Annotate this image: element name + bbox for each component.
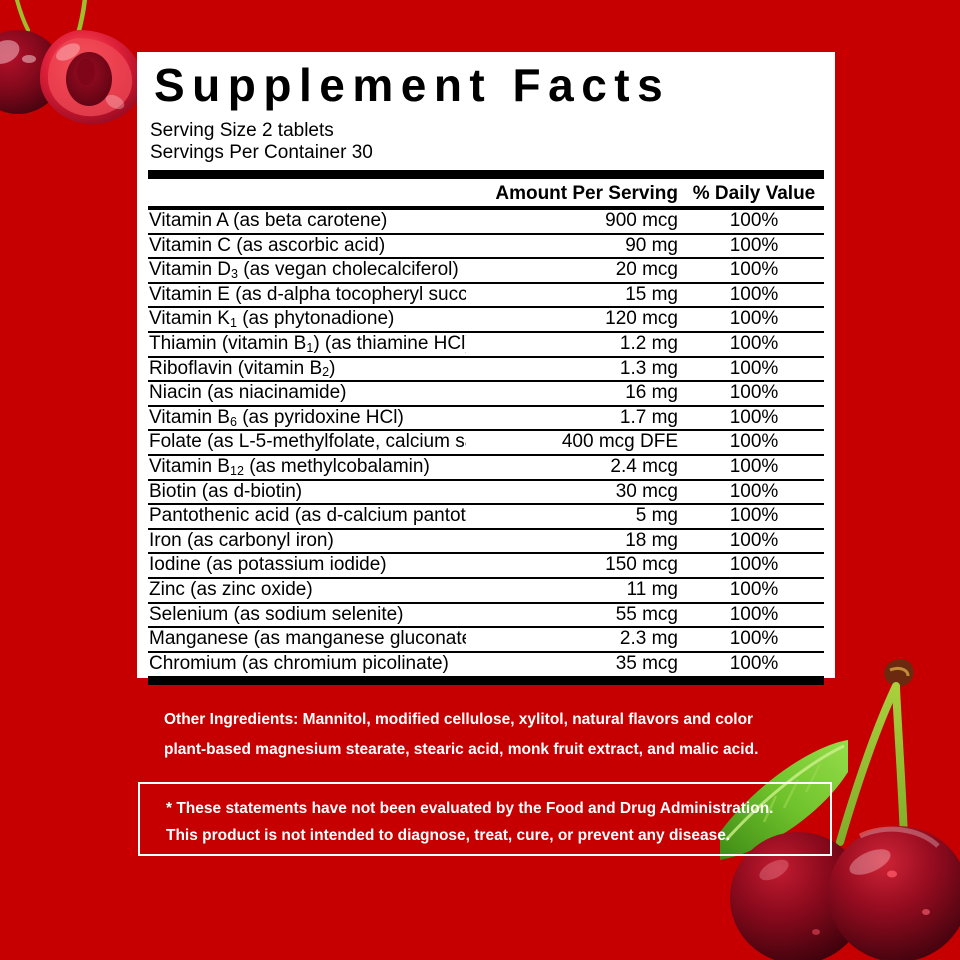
- other-ingredients-text: Other Ingredients: Mannitol, modified ce…: [164, 705, 824, 765]
- nutrient-name: Selenium (as sodium selenite): [149, 603, 404, 625]
- other-ingredients-line-1: Other Ingredients: Mannitol, modified ce…: [164, 711, 754, 728]
- table-row: Riboflavin (vitamin B2) 1.3 mg 100%: [148, 358, 824, 383]
- nutrient-name: Iodine (as potassium iodide): [149, 554, 387, 576]
- other-ingredients-line-2: plant-based magnesium stearate, stearic …: [164, 741, 759, 758]
- rule-below-serving: [148, 170, 824, 179]
- nutrient-daily-value: 100%: [729, 554, 779, 576]
- table-row: Vitamin E (as d-alpha tocopheryl succina…: [148, 284, 824, 309]
- table-row: Pantothenic acid (as d-calcium pantothen…: [148, 505, 824, 530]
- table-row: Selenium (as sodium selenite) 55 mcg 100%: [148, 604, 824, 629]
- nutrient-name: Pantothenic acid (as d-calcium pantothen…: [149, 505, 466, 527]
- nutrient-amount: 35 mcg: [615, 652, 678, 674]
- nutrient-daily-value: 100%: [729, 308, 779, 330]
- table-row: Vitamin K1 (as phytonadione) 120 mcg 100%: [148, 308, 824, 333]
- table-row: Vitamin B12 (as methylcobalamin) 2.4 mcg 1…: [148, 456, 824, 481]
- table-row: Zinc (as zinc oxide) 11 mg 100%: [148, 579, 824, 604]
- table-row: Folate (as L-5-methylfolate, calcium sal…: [148, 431, 824, 456]
- table-row: Thiamin (vitamin B1) (as thiamine HCl) 1.…: [148, 333, 824, 358]
- nutrient-amount: 1.3 mg: [619, 357, 678, 379]
- nutrient-name: Riboflavin (vitamin B2): [149, 357, 336, 380]
- nutrient-amount: 55 mcg: [615, 603, 678, 625]
- nutrient-daily-value: 100%: [729, 357, 779, 379]
- nutrient-amount: 30 mcg: [615, 480, 678, 502]
- nutrient-amount: 2.4 mcg: [610, 455, 678, 477]
- nutrient-name: Vitamin C (as ascorbic acid): [149, 234, 386, 256]
- nutrient-amount: 1.7 mg: [619, 406, 678, 428]
- nutrient-table: Vitamin A (as beta carotene) 900 mcg 100% V…: [148, 210, 824, 675]
- nutrient-name: Vitamin D3 (as vegan cholecalciferol): [149, 259, 459, 281]
- page-title: Supplement Facts: [154, 59, 671, 111]
- table-row: Iron (as carbonyl iron) 18 mg 100%: [148, 530, 824, 555]
- nutrient-amount: 90 mg: [625, 234, 678, 256]
- nutrient-amount: 5 mg: [635, 505, 678, 527]
- table-row: Iodine (as potassium iodide) 150 mcg 100%: [148, 554, 824, 579]
- nutrient-amount: 150 mcg: [605, 554, 678, 576]
- nutrient-name: Vitamin B12 (as methylcobalamin): [149, 455, 430, 478]
- nutrient-daily-value: 100%: [729, 578, 779, 600]
- nutrient-name: Folate (as L-5-methylfolate, calcium sal…: [149, 431, 466, 453]
- nutrient-daily-value: 100%: [729, 259, 779, 281]
- table-row: Vitamin A (as beta carotene) 900 mcg 100%: [148, 210, 824, 235]
- table-column-headers: Amount Per Serving % Daily Value: [148, 179, 824, 206]
- nutrient-amount: 1.2 mg: [619, 332, 678, 354]
- nutrient-daily-value: 100%: [729, 332, 779, 354]
- nutrient-daily-value: 100%: [729, 283, 779, 305]
- nutrient-amount: 18 mg: [625, 529, 678, 551]
- servings-per-container: Servings Per Container 30: [150, 141, 373, 163]
- table-row: Niacin (as niacinamide) 16 mg 100%: [148, 382, 824, 407]
- column-header-daily-value: % Daily Value: [692, 183, 816, 204]
- nutrient-amount: 2.3 mg: [619, 628, 678, 650]
- nutrient-daily-value: 100%: [729, 505, 779, 527]
- fda-disclaimer-box: * These statements have not been evaluat…: [138, 782, 832, 856]
- nutrient-name: Vitamin E (as d-alpha tocopheryl succina…: [149, 283, 466, 305]
- nutrient-name: Iron (as carbonyl iron): [149, 529, 334, 551]
- serving-info: Serving Size 2 tablets Servings Per Cont…: [148, 120, 824, 163]
- nutrient-daily-value: 100%: [729, 603, 779, 625]
- nutrient-daily-value: 100%: [729, 210, 779, 231]
- nutrient-amount: 900 mcg: [605, 210, 678, 231]
- nutrient-daily-value: 100%: [729, 455, 779, 477]
- table-row: Vitamin C (as ascorbic acid) 90 mg 100%: [148, 235, 824, 260]
- nutrient-amount: 16 mg: [625, 382, 678, 404]
- nutrient-amount: 11 mg: [626, 578, 678, 600]
- nutrient-daily-value: 100%: [729, 382, 779, 404]
- nutrient-daily-value: 100%: [729, 480, 779, 502]
- nutrient-name: Chromium (as chromium picolinate): [149, 652, 449, 674]
- nutrient-name: Zinc (as zinc oxide): [149, 578, 313, 600]
- nutrient-amount: 120 mcg: [605, 308, 678, 330]
- table-row: Chromium (as chromium picolinate) 35 mcg 1…: [148, 653, 824, 676]
- nutrient-daily-value: 100%: [729, 406, 779, 428]
- nutrient-daily-value: 100%: [729, 652, 779, 674]
- rule-below-column-headers: [148, 206, 824, 210]
- table-row: Biotin (as d-biotin) 30 mcg 100%: [148, 481, 824, 506]
- nutrient-daily-value: 100%: [729, 628, 779, 650]
- nutrient-amount: 15 mg: [625, 283, 678, 305]
- nutrient-name: Manganese (as manganese gluconate): [149, 628, 466, 650]
- nutrient-name: Vitamin K1 (as phytonadione): [149, 308, 395, 331]
- nutrient-amount: 400 mcg DFE: [561, 431, 678, 453]
- table-row: Vitamin B6 (as pyridoxine HCl) 1.7 mg 100%: [148, 407, 824, 432]
- nutrient-amount: 20 mcg: [615, 259, 678, 281]
- table-row: Manganese (as manganese gluconate) 2.3 mg…: [148, 628, 824, 653]
- nutrient-name: Vitamin B6 (as pyridoxine HCl): [149, 406, 404, 429]
- nutrient-daily-value: 100%: [729, 529, 779, 551]
- rule-table-close: [148, 676, 824, 686]
- nutrient-name: Biotin (as d-biotin): [149, 480, 303, 502]
- serving-size: Serving Size 2 tablets: [150, 120, 334, 141]
- nutrient-daily-value: 100%: [729, 431, 779, 453]
- disclaimer-line-1: * These statements have not been evaluat…: [166, 800, 774, 817]
- nutrient-name: Niacin (as niacinamide): [149, 382, 347, 404]
- supplement-facts-panel: Supplement Facts Serving Size 2 tablets …: [137, 52, 835, 686]
- nutrient-name: Thiamin (vitamin B1) (as thiamine HCl): [149, 332, 466, 355]
- table-row: Vitamin D3 (as vegan cholecalciferol) 20 …: [148, 259, 824, 284]
- disclaimer-line-2: This product is not intended to diagnose…: [166, 827, 731, 844]
- column-header-amount: Amount Per Serving: [495, 183, 678, 204]
- nutrient-name: Vitamin A (as beta carotene): [149, 210, 388, 231]
- nutrient-daily-value: 100%: [729, 234, 779, 256]
